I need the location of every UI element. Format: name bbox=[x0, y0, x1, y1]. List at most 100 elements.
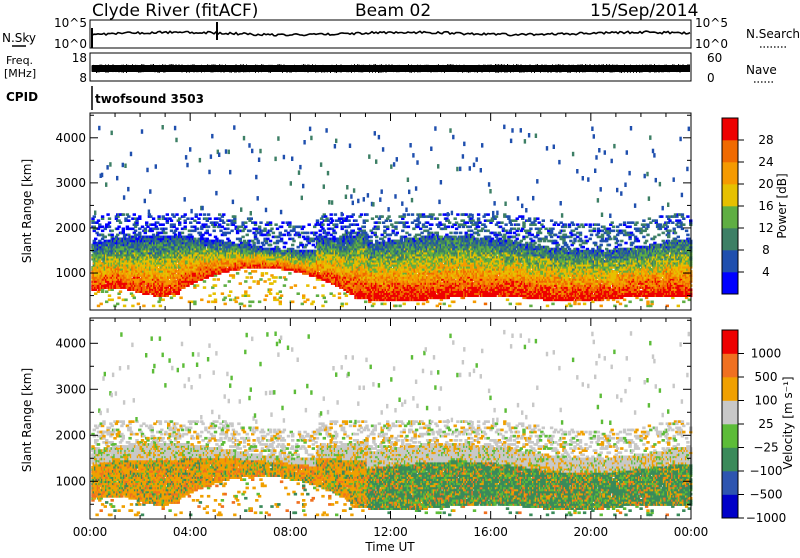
scatter-cell bbox=[283, 246, 286, 249]
scatter-cell bbox=[210, 154, 212, 159]
scatter-cell bbox=[184, 213, 187, 216]
scatter-cell bbox=[94, 211, 96, 216]
scatter-cell bbox=[292, 240, 295, 243]
scatter-cell bbox=[111, 131, 113, 136]
scatter-cell bbox=[94, 238, 97, 241]
scatter-cell bbox=[213, 230, 216, 233]
scatter-cell bbox=[309, 127, 311, 132]
scatter-cell bbox=[272, 232, 275, 235]
scatter-cell bbox=[144, 199, 146, 204]
freq-right-bottom-tick: 0 bbox=[707, 71, 715, 85]
scatter-cell bbox=[213, 292, 216, 295]
cpid-value: twofsound 3503 bbox=[95, 92, 204, 106]
scatter-cell bbox=[137, 303, 140, 306]
scatter-cell bbox=[149, 189, 151, 194]
scatter-cell bbox=[108, 221, 111, 224]
scatter-cell bbox=[316, 219, 319, 222]
scatter-cell bbox=[224, 284, 227, 287]
scatter-cell bbox=[381, 215, 384, 218]
scatter-cell bbox=[270, 228, 273, 231]
scatter-cell bbox=[279, 276, 282, 279]
scatter-cell bbox=[283, 155, 285, 160]
freq-right-top-tick: 60 bbox=[707, 51, 722, 65]
scatter-cell bbox=[259, 278, 262, 281]
scatter-cell bbox=[215, 191, 217, 196]
scatter-cell bbox=[106, 213, 109, 216]
station-title: Clyde River (fitACF) bbox=[92, 1, 258, 21]
scatter-cell bbox=[316, 294, 319, 297]
scatter-cell bbox=[248, 230, 251, 233]
scatter-cell bbox=[162, 299, 165, 302]
scatter-cell bbox=[371, 217, 374, 220]
scatter-cell bbox=[263, 280, 266, 283]
scatter-cell bbox=[178, 221, 181, 224]
scatter-cell bbox=[370, 240, 373, 243]
scatter-cell bbox=[250, 211, 252, 216]
freq-strip: 18 8 60 0 Freq. [MHz] Nave bbox=[4, 51, 777, 85]
scatter-cell bbox=[104, 236, 107, 239]
scatter-cell bbox=[374, 131, 376, 136]
scatter-cell bbox=[306, 284, 309, 287]
scatter-cell bbox=[259, 221, 262, 224]
scatter-cell bbox=[109, 162, 111, 167]
scatter-cell bbox=[127, 187, 129, 192]
scatter-cell bbox=[195, 213, 198, 216]
scatter-cell bbox=[252, 242, 255, 245]
scatter-cell bbox=[280, 226, 283, 229]
scatter-cell bbox=[173, 223, 176, 226]
scatter-cell bbox=[378, 135, 380, 140]
scatter-cell bbox=[185, 155, 187, 160]
date-title: 15/Sep/2014 bbox=[590, 1, 698, 21]
scatter-cell bbox=[155, 164, 157, 169]
scatter-cell bbox=[352, 213, 355, 216]
scatter-cell bbox=[255, 175, 257, 180]
scatter-cell bbox=[181, 232, 184, 235]
scatter-cell bbox=[349, 144, 351, 149]
scatter-cell bbox=[346, 185, 348, 190]
scatter-cell bbox=[189, 147, 191, 152]
scatter-cell bbox=[269, 240, 272, 243]
scatter-cell bbox=[203, 213, 206, 216]
scatter-cell bbox=[363, 197, 365, 202]
scatter-cell bbox=[122, 228, 125, 231]
nsky-right-bottom-tick: 10^0 bbox=[695, 37, 728, 51]
scatter-cell bbox=[184, 226, 187, 229]
power-panel: 1000200030004000 Slant Range [km] bbox=[20, 113, 692, 310]
scatter-cell bbox=[244, 270, 247, 273]
scatter-cell bbox=[179, 297, 182, 300]
scatter-cell bbox=[221, 292, 224, 295]
scatter-cell bbox=[308, 223, 311, 226]
scatter-cell bbox=[246, 276, 249, 279]
scatter-cell bbox=[190, 209, 192, 214]
scatter-cell bbox=[323, 297, 326, 300]
power-scatter-cells bbox=[91, 125, 692, 308]
scatter-cell bbox=[108, 217, 111, 220]
scatter-cell bbox=[268, 278, 271, 281]
scatter-cell bbox=[269, 292, 272, 295]
scatter-cell bbox=[164, 232, 167, 235]
scatter-cell bbox=[314, 232, 317, 235]
scatter-cell bbox=[250, 276, 253, 279]
scatter-cell bbox=[381, 189, 383, 194]
freq-label: Freq. bbox=[6, 54, 33, 67]
scatter-cell bbox=[283, 234, 286, 237]
nsky-trace bbox=[92, 31, 690, 36]
scatter-cell bbox=[338, 292, 341, 295]
scatter-cell bbox=[382, 147, 384, 152]
scatter-cell bbox=[225, 149, 227, 154]
scatter-cell bbox=[324, 301, 327, 304]
scatter-cell bbox=[291, 157, 293, 162]
scatter-cell bbox=[263, 228, 266, 231]
nsearch-label: N.Search bbox=[746, 27, 800, 41]
scatter-cell bbox=[111, 230, 114, 233]
scatter-cell bbox=[383, 303, 386, 306]
scatter-cell bbox=[124, 299, 127, 302]
scatter-cell bbox=[325, 128, 327, 133]
scatter-cell bbox=[157, 215, 160, 218]
scatter-cell bbox=[350, 194, 352, 199]
scatter-cell bbox=[229, 299, 232, 302]
scatter-cell bbox=[258, 226, 261, 229]
scatter-cell bbox=[354, 219, 357, 222]
scatter-cell bbox=[244, 221, 247, 224]
scatter-cell bbox=[274, 157, 276, 162]
